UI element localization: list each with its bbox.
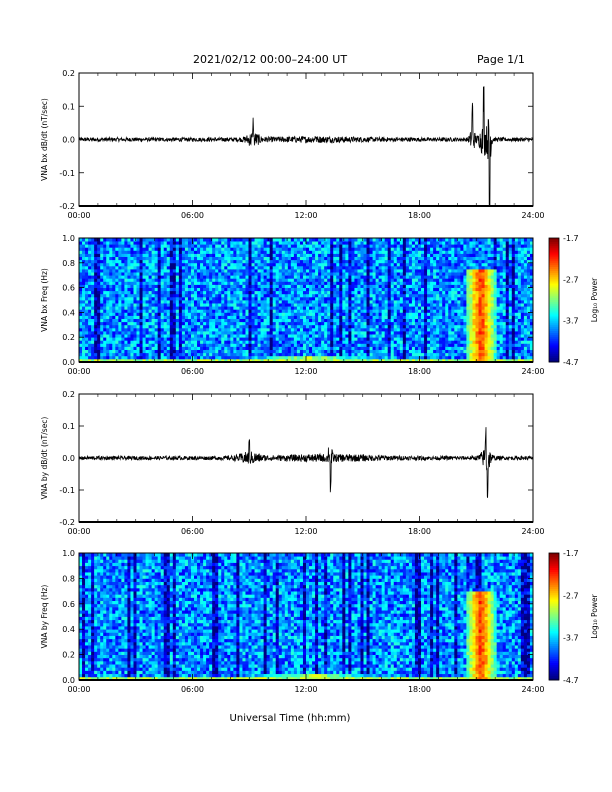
y-tick-label: -0.2 <box>59 202 75 211</box>
y-tick-label: 0.2 <box>62 333 75 342</box>
y-tick-label: 0.1 <box>62 102 75 111</box>
colorbar-1: -1.7 -2.7 -3.7 -4.7 Log₁₀ Power <box>548 234 599 367</box>
colorbar-tick-label: -3.7 <box>563 317 579 326</box>
colorbar-tick-label: -4.7 <box>563 358 579 367</box>
colorbar-label: Log₁₀ Power <box>590 593 599 638</box>
y-tick-label: 0.4 <box>62 308 75 317</box>
x-tick-label: 24:00 <box>521 211 544 220</box>
x-tick-label: 18:00 <box>408 367 431 376</box>
y-tick-label: 0.0 <box>62 676 75 685</box>
y-tick-label: 1.0 <box>62 549 75 558</box>
y-tick-label: 0.6 <box>62 284 75 293</box>
panel-by_waveform: -0.2 -0.1 0.0 0.1 0.2 VNA by dB/dt (nT/sec) 00… <box>40 390 545 536</box>
page-indicator: Page 1/1 <box>477 53 525 66</box>
y-tick-label: 0.8 <box>62 259 75 268</box>
x-tick-label: 00:00 <box>67 211 90 220</box>
waveform-trace-2 <box>78 427 534 498</box>
y-tick-label: 0.0 <box>62 454 75 463</box>
x-tick-label: 18:00 <box>408 685 431 694</box>
y-tick-label: 1.0 <box>62 234 75 243</box>
panel-by_spectrogram: -1.7 -2.7 -3.7 -4.7 Log₁₀ Power 0.0 0.2 0.4 0.6 0… <box>40 549 599 694</box>
x-tick-label: 12:00 <box>294 367 317 376</box>
chart-title: 2021/02/12 00:00–24:00 UT <box>193 53 348 66</box>
x-tick-label: 18:00 <box>408 527 431 536</box>
panel-bx_spectrogram: -1.7 -2.7 -3.7 -4.7 Log₁₀ Power 0.0 0.2 0.4 0.6 0… <box>40 234 599 376</box>
x-tick-label: 06:00 <box>181 367 204 376</box>
y-tick-label: 0.6 <box>62 600 75 609</box>
colorbar-tick-label: -4.7 <box>563 676 579 685</box>
x-tick-label: 00:00 <box>67 527 90 536</box>
colorbar-tick-label: -1.7 <box>563 549 579 558</box>
panel-bx_waveform: -0.2 -0.1 0.0 0.1 0.2 VNA bx dB/dt (nT/sec) 00… <box>40 69 545 220</box>
x-tick-label: 00:00 <box>67 685 90 694</box>
y-tick-label: -0.1 <box>59 169 75 178</box>
y-tick-label: 0.1 <box>62 422 75 431</box>
y-tick-label: 0.2 <box>62 651 75 660</box>
colorbar-tick-label: -3.7 <box>563 634 579 643</box>
y-tick-label: 0.8 <box>62 574 75 583</box>
y-axis-label: VNA bx Freq (Hz) <box>40 268 49 332</box>
y-tick-label: -0.1 <box>59 486 75 495</box>
colorbar-label: Log₁₀ Power <box>590 277 599 322</box>
y-axis-label: VNA by dB/dt (nT/sec) <box>40 417 49 500</box>
y-axis-label: VNA bx dB/dt (nT/sec) <box>40 98 49 181</box>
x-tick-label: 24:00 <box>521 527 544 536</box>
y-tick-label: -0.2 <box>59 518 75 527</box>
panels: -0.2 -0.1 0.0 0.1 0.2 VNA bx dB/dt (nT/sec) 00… <box>40 69 599 694</box>
colorbar-tick-label: -1.7 <box>563 234 579 243</box>
x-tick-label: 12:00 <box>294 211 317 220</box>
x-tick-label: 06:00 <box>181 527 204 536</box>
heatmap-cells-1 <box>79 238 534 363</box>
colorbar-tick-label: -2.7 <box>563 275 579 284</box>
x-tick-label: 12:00 <box>294 685 317 694</box>
x-tick-label: 24:00 <box>521 367 544 376</box>
y-axis-label: VNA by Freq (Hz) <box>40 585 49 649</box>
x-tick-label: 00:00 <box>67 367 90 376</box>
y-tick-label: 0.4 <box>62 625 75 634</box>
colorbar-tick-label: -2.7 <box>563 591 579 600</box>
x-tick-label: 12:00 <box>294 527 317 536</box>
x-tick-label: 24:00 <box>521 685 544 694</box>
heatmap-cells-3 <box>79 553 534 681</box>
colorbar-3: -1.7 -2.7 -3.7 -4.7 Log₁₀ Power <box>548 549 599 685</box>
x-axis-title: Universal Time (hh:mm) <box>230 713 351 724</box>
x-tick-label: 06:00 <box>181 211 204 220</box>
x-tick-label: 06:00 <box>181 685 204 694</box>
y-tick-label: 0.0 <box>62 358 75 367</box>
y-tick-label: 0.2 <box>62 390 75 399</box>
waveform-trace-0 <box>78 86 533 207</box>
y-tick-label: 0.2 <box>62 69 75 78</box>
x-tick-label: 18:00 <box>408 211 431 220</box>
y-tick-label: 0.0 <box>62 136 75 145</box>
